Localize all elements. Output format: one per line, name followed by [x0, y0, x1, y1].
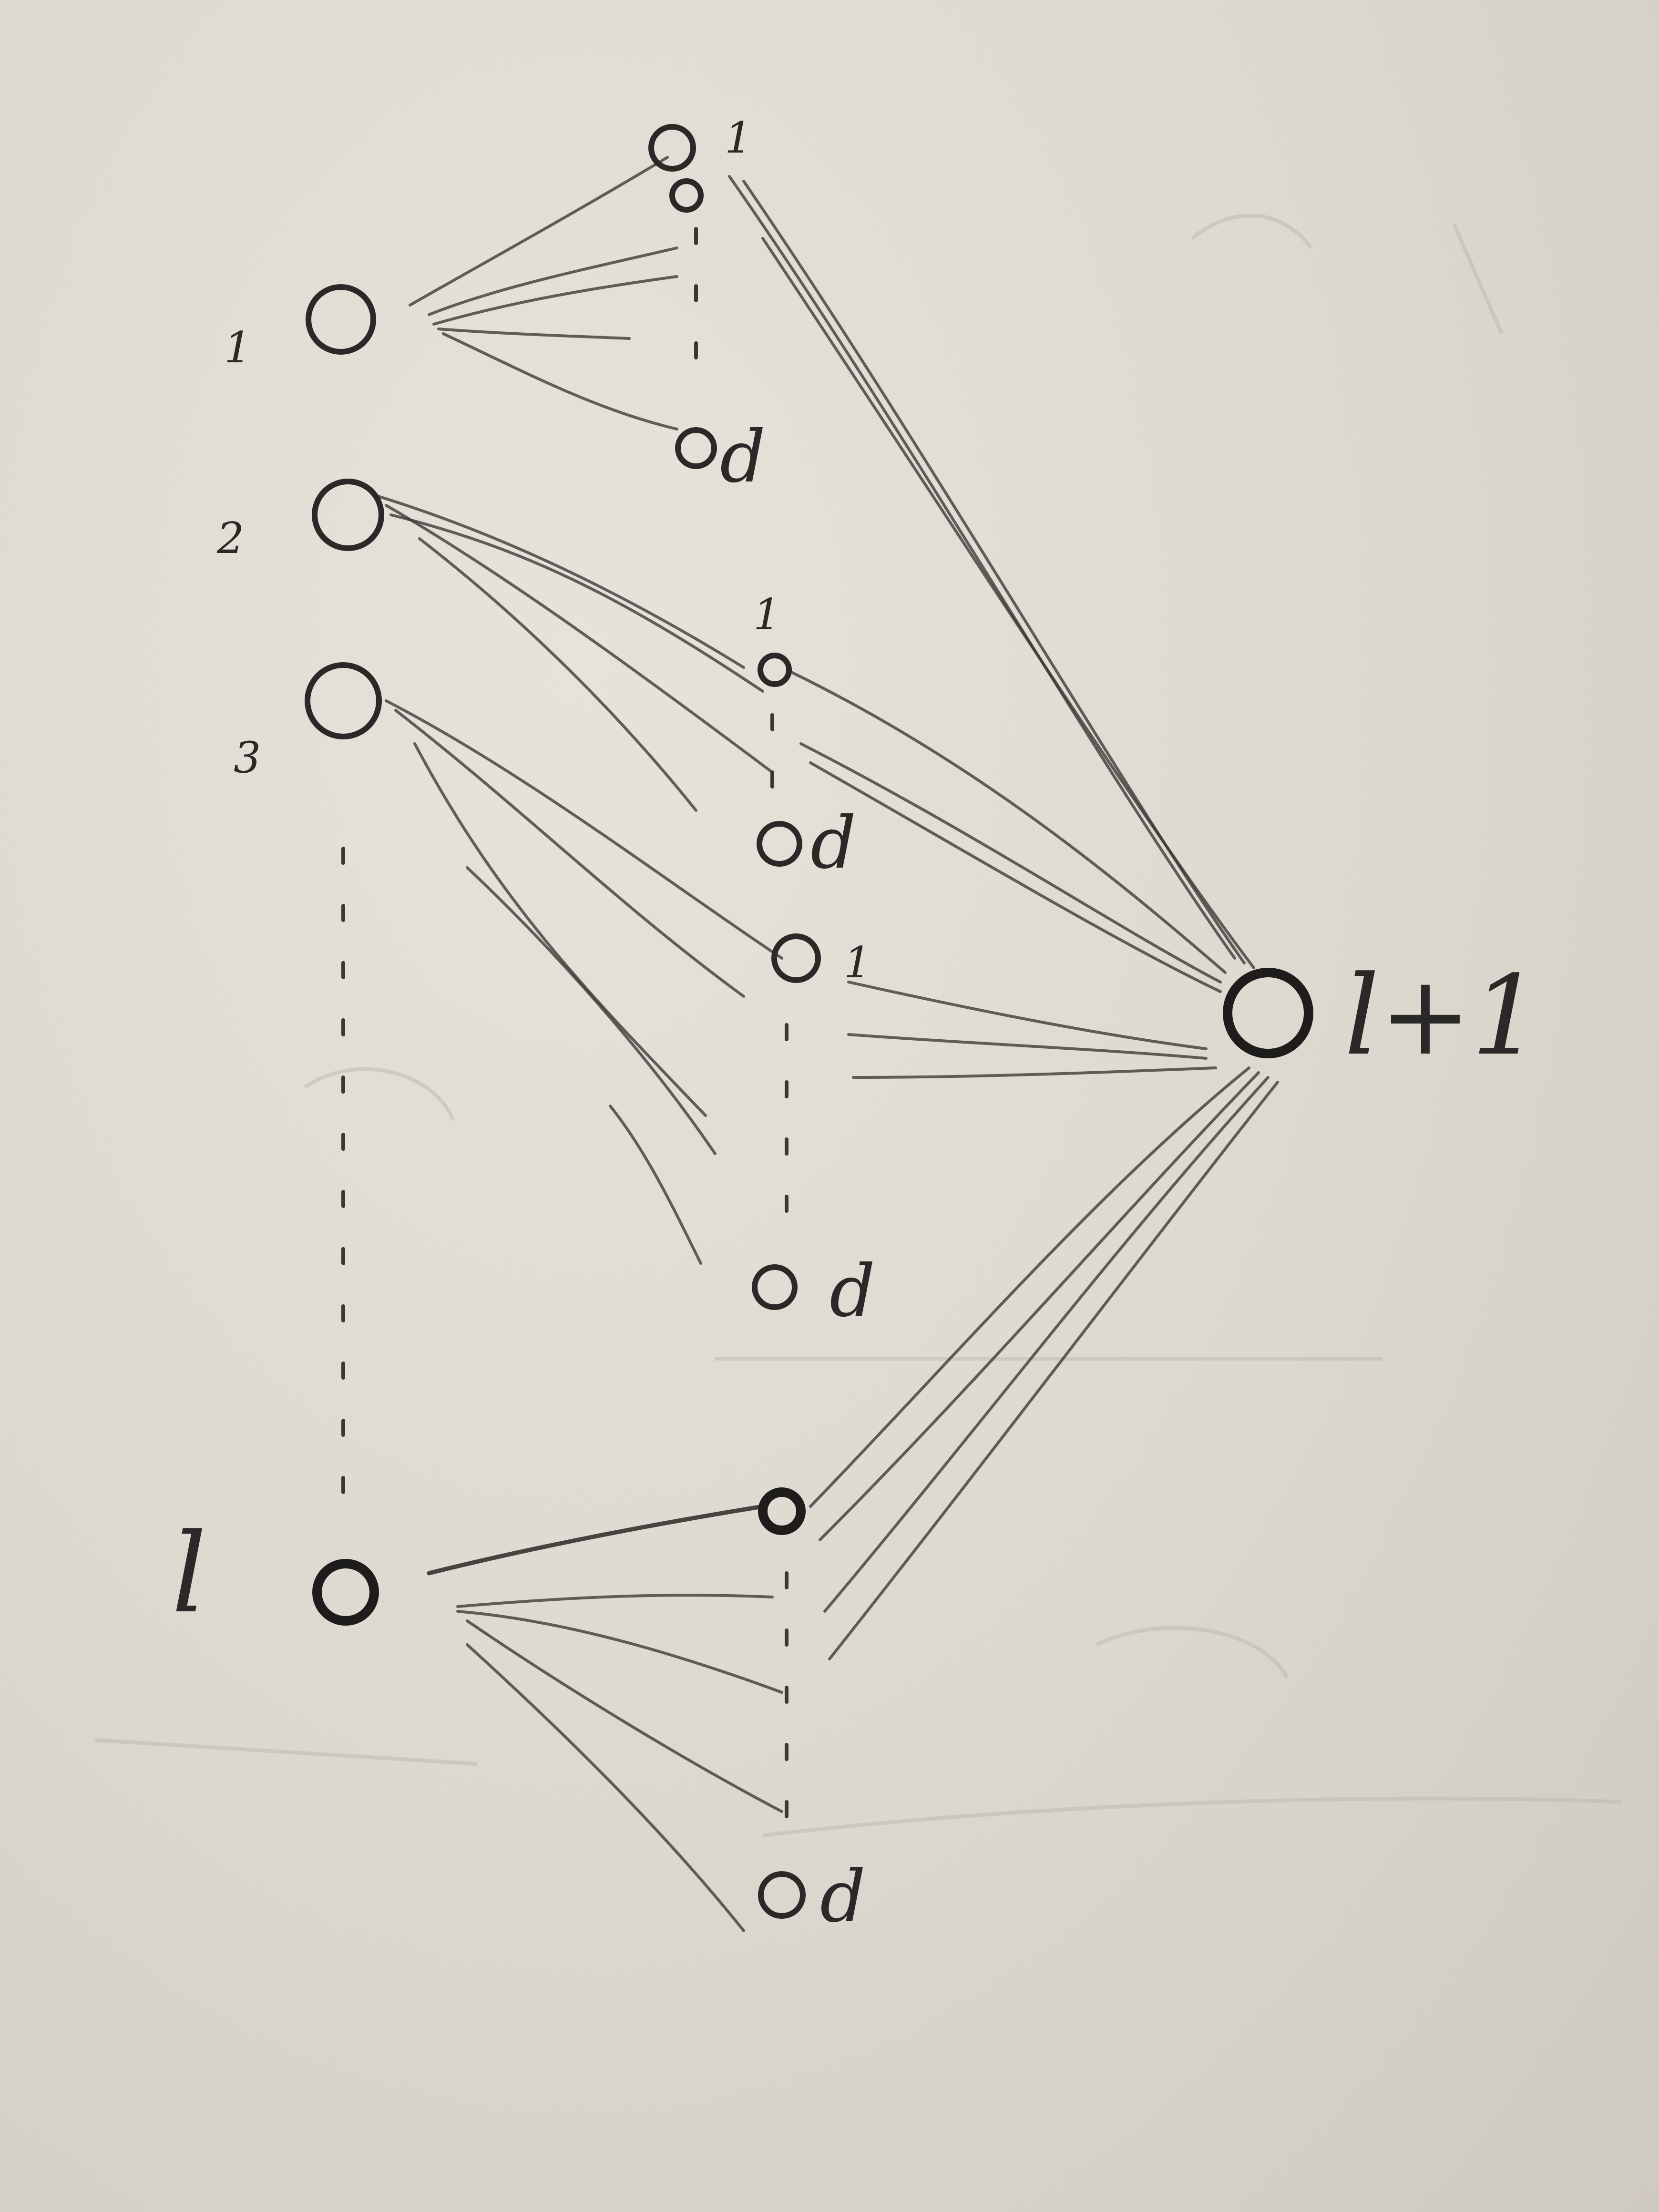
group-2-first-label: 1 [753, 590, 780, 640]
node-l-label: l [172, 1510, 207, 1638]
node-2-label: 2 [216, 513, 244, 563]
ellipsis-lines [341, 227, 789, 1837]
group-3-first-node [771, 933, 821, 983]
sub-node-labels: 1 d 1 d 1 d d [720, 113, 875, 1938]
output-node [1223, 968, 1313, 1058]
edges-to-output [728, 175, 1279, 1660]
group-3-first-label: 1 [844, 938, 871, 988]
group-2-last-label: d [810, 802, 856, 885]
group-1-last-node [675, 427, 717, 469]
output-label: l+1 [1344, 952, 1541, 1080]
group-l-last-label: d [820, 1855, 866, 1938]
layer-l-labels: 1 2 3 l [172, 323, 261, 1638]
node-2 [312, 479, 384, 551]
group-2-first-node [758, 653, 792, 687]
edges-group-l [427, 1504, 783, 1932]
node-l [312, 1559, 379, 1626]
node-1-label: 1 [224, 323, 251, 373]
ghost-marks [95, 214, 1621, 1837]
node-3 [305, 662, 382, 739]
group-1-first-label: 1 [725, 113, 752, 163]
edges-group-2 [375, 494, 774, 812]
group-l-last-node [758, 1871, 806, 1919]
group-1-first-node [648, 124, 696, 172]
group-3-last-node [752, 1264, 798, 1310]
group-l-first-node [758, 1487, 806, 1535]
node-1 [306, 284, 376, 355]
node-3-label: 3 [234, 733, 261, 783]
layer-l-nodes [305, 284, 384, 1626]
group-1-second-node [669, 178, 704, 213]
edges-group-3 [385, 699, 783, 1265]
edges-group-1 [409, 156, 678, 430]
group-1-last-label: d [720, 416, 766, 499]
group-3-last-label: d [830, 1250, 875, 1333]
sub-nodes [648, 124, 821, 1919]
group-2-last-node [757, 821, 802, 867]
